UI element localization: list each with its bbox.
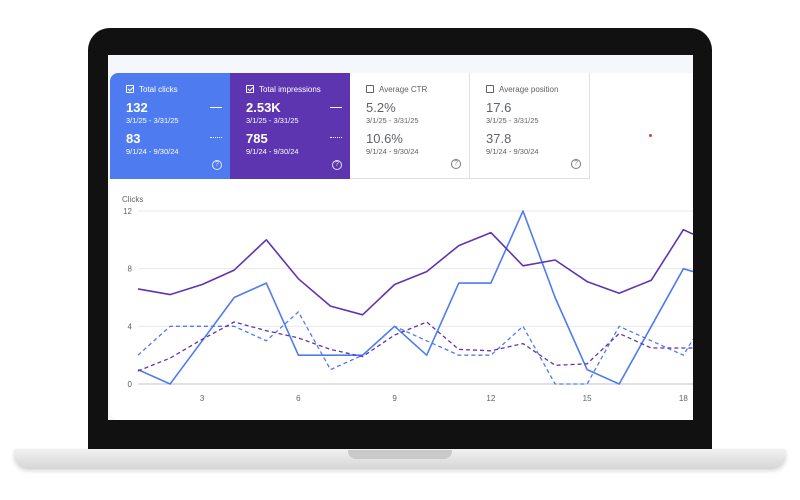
previous-range: 9/1/24 - 9/30/24 — [246, 147, 299, 156]
previous-range: 9/1/24 - 9/30/24 — [486, 147, 539, 156]
x-tick-label: 6 — [296, 394, 301, 403]
previous-value: 10.6% — [366, 131, 403, 146]
current-value: 2.53K — [246, 100, 281, 115]
laptop-notch — [348, 450, 452, 459]
card-label: Average position — [499, 84, 559, 94]
y-tick-label: 0 — [128, 380, 133, 389]
series-line-3[interactable] — [137, 321, 693, 372]
card-header: Average CTR — [366, 83, 469, 95]
help-icon[interactable]: ? — [571, 159, 581, 169]
current-value: 17.6 — [486, 100, 512, 115]
y-tick-label: 12 — [123, 207, 132, 216]
performance-chart: Clicks 0 4 8 12 3 6 9 12 15 18 — [122, 195, 693, 403]
card-header: Total impressions — [246, 83, 350, 95]
dashed-line-legend-icon — [210, 137, 222, 138]
x-tick-label: 9 — [392, 394, 397, 403]
x-tick-label: 15 — [583, 394, 592, 403]
card-average-ctr[interactable]: Average CTR 5.2% 3/1/25 - 3/31/25 10.6% … — [350, 73, 470, 179]
previous-value: 37.8 — [486, 131, 512, 146]
screen: Total clicks 132 3/1/25 - 3/31/25 83 9/1… — [108, 55, 693, 420]
card-header: Total clicks — [126, 83, 230, 95]
checkbox-checked-icon[interactable] — [246, 85, 254, 93]
checkbox-unchecked-icon[interactable] — [366, 85, 374, 93]
card-header: Average position — [486, 83, 589, 95]
x-tick-label: 18 — [679, 394, 688, 403]
current-range: 3/1/25 - 3/31/25 — [366, 116, 419, 125]
checkbox-checked-icon[interactable] — [126, 85, 134, 93]
current-value: 5.2% — [366, 100, 396, 115]
series-line-1[interactable] — [137, 311, 693, 385]
grid-layer — [138, 210, 693, 385]
card-label: Average CTR — [379, 84, 428, 94]
help-icon[interactable]: ? — [451, 159, 461, 169]
solid-line-legend-icon — [210, 107, 222, 108]
series-line-2[interactable] — [137, 228, 693, 316]
current-value: 132 — [126, 100, 148, 115]
previous-value: 83 — [126, 131, 141, 146]
red-dot — [649, 134, 652, 137]
x-tick-label: 12 — [486, 394, 495, 403]
laptop-base — [14, 449, 786, 469]
current-range: 3/1/25 - 3/31/25 — [126, 116, 179, 125]
card-average-position[interactable]: Average position 17.6 3/1/25 - 3/31/25 3… — [470, 73, 590, 179]
checkbox-unchecked-icon[interactable] — [486, 85, 494, 93]
card-label: Total clicks — [139, 84, 178, 94]
card-total-clicks[interactable]: Total clicks 132 3/1/25 - 3/31/25 83 9/1… — [110, 73, 230, 179]
performance-panel: Total clicks 132 3/1/25 - 3/31/25 83 9/1… — [110, 73, 693, 420]
card-total-impressions[interactable]: Total impressions 2.53K 3/1/25 - 3/31/25… — [230, 73, 350, 179]
current-range: 3/1/25 - 3/31/25 — [246, 116, 299, 125]
x-tick-label: 3 — [200, 394, 205, 403]
current-range: 3/1/25 - 3/31/25 — [486, 116, 539, 125]
previous-range: 9/1/24 - 9/30/24 — [366, 147, 419, 156]
series-layer — [137, 210, 693, 385]
card-label: Total impressions — [259, 84, 321, 94]
previous-range: 9/1/24 - 9/30/24 — [126, 147, 179, 156]
y-axis-label: Clicks — [122, 195, 143, 204]
help-icon[interactable]: ? — [332, 160, 342, 170]
y-tick-label: 4 — [128, 322, 133, 331]
help-icon[interactable]: ? — [212, 160, 222, 170]
series-line-0[interactable] — [137, 210, 693, 385]
y-tick-label: 8 — [128, 265, 133, 274]
tick-layer: 0 4 8 12 3 6 9 12 15 18 — [123, 207, 688, 403]
solid-line-legend-icon — [330, 107, 342, 108]
dashed-line-legend-icon — [330, 137, 342, 138]
previous-value: 785 — [246, 131, 268, 146]
